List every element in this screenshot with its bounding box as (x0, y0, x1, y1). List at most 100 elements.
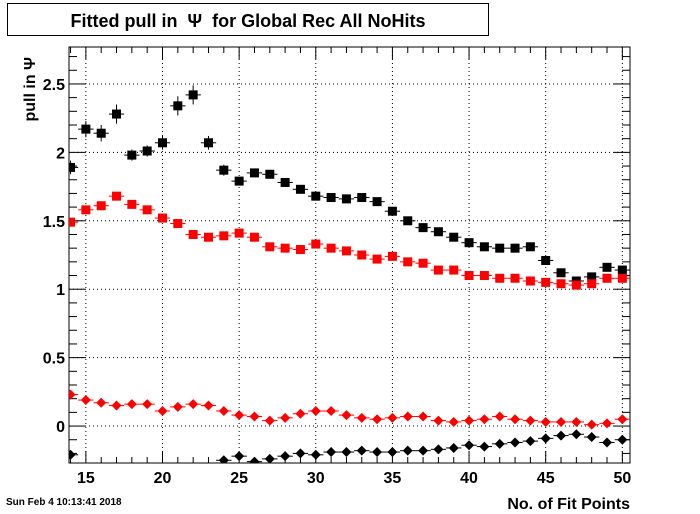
data-point (571, 280, 581, 290)
y-tick-label: 2.5 (43, 77, 65, 94)
data-point (249, 456, 260, 463)
data-point (540, 416, 551, 427)
data-point (280, 177, 290, 187)
data-point (433, 227, 443, 237)
series-0 (69, 85, 630, 286)
y-axis-label: pull in Ψ (22, 57, 39, 122)
data-point (418, 223, 428, 233)
data-point (326, 243, 336, 253)
data-point (464, 440, 475, 451)
data-point (357, 250, 367, 260)
x-tick-label: 20 (154, 470, 172, 487)
plot-frame (68, 46, 631, 464)
data-point (387, 412, 398, 423)
data-point (556, 279, 566, 289)
data-point (510, 243, 520, 253)
x-tick-label: 30 (307, 470, 325, 487)
data-point (158, 138, 167, 148)
data-point (571, 416, 582, 427)
data-point (602, 437, 613, 448)
data-point (556, 430, 567, 441)
data-point (356, 412, 367, 423)
data-point (311, 239, 321, 249)
axis-ticks: 15 20 25 30 35 40 45 50 0 0.5 1 1.5 2 2.5 (43, 47, 631, 487)
y-tick-label: 0 (56, 419, 65, 436)
data-point (188, 229, 198, 239)
data-point (587, 279, 597, 289)
data-point (219, 231, 229, 241)
data-point (357, 193, 367, 203)
series-2 (69, 389, 630, 430)
x-tick-label: 25 (230, 470, 248, 487)
data-point (602, 418, 613, 429)
y-tick-label: 2 (56, 145, 65, 162)
data-point (448, 442, 459, 453)
data-point (111, 400, 122, 411)
data-point (280, 412, 291, 423)
data-point (403, 257, 413, 267)
data-point (203, 400, 214, 411)
data-point (218, 455, 229, 463)
data-point (112, 109, 122, 119)
data-point (494, 411, 505, 422)
data-point (479, 242, 489, 252)
data-point (234, 176, 244, 186)
data-point (264, 415, 275, 426)
y-tick-label: 1.5 (43, 214, 65, 231)
data-point (264, 453, 275, 463)
data-point (540, 433, 551, 444)
data-point (142, 465, 152, 475)
data-point (356, 445, 367, 456)
data-point (495, 243, 505, 253)
data-point (617, 273, 627, 283)
data-point (69, 449, 76, 460)
chart-title: Fitted pull in Ψ for Global Rec All NoHi… (70, 11, 426, 31)
data-point (310, 449, 321, 460)
data-point (80, 395, 91, 406)
data-point (525, 415, 536, 426)
data-point (586, 432, 597, 442)
data-point (433, 444, 444, 455)
data-point (372, 254, 382, 264)
data-point (112, 472, 122, 482)
data-point (372, 414, 383, 425)
data-point (556, 416, 567, 427)
data-point (541, 277, 551, 287)
data-point (326, 406, 337, 416)
data-point (188, 474, 198, 484)
data-point (617, 414, 628, 425)
data-point (541, 255, 551, 265)
data-point (265, 242, 275, 252)
data-point (587, 272, 597, 282)
chart-title-box: Fitted pull in Ψ for Global Rec All NoHi… (7, 3, 489, 36)
data-point (311, 191, 321, 201)
data-marks (69, 85, 630, 484)
x-tick-label: 35 (384, 470, 402, 487)
data-point (402, 411, 413, 422)
data-point (172, 401, 183, 412)
data-point (96, 397, 107, 408)
data-point (127, 199, 137, 209)
y-tick-label: 1 (56, 282, 65, 299)
data-point (341, 447, 352, 458)
data-point (387, 447, 398, 458)
x-axis-label: No. of Fit Points (507, 496, 630, 513)
x-tick-label: 15 (77, 470, 95, 487)
data-point (69, 217, 76, 227)
data-point (326, 447, 337, 458)
data-point (173, 101, 183, 111)
data-point (295, 245, 305, 255)
data-point (449, 232, 459, 242)
data-point (249, 411, 260, 422)
data-point (173, 219, 183, 229)
data-point (602, 273, 612, 283)
data-point (295, 184, 305, 194)
data-point (234, 451, 245, 462)
data-point (127, 468, 137, 478)
data-point (571, 429, 582, 440)
data-point (295, 448, 306, 459)
data-point (112, 191, 122, 201)
data-point (158, 213, 167, 223)
data-point (280, 243, 290, 253)
timestamp: Sun Feb 4 10:13:41 2018 (6, 497, 122, 508)
